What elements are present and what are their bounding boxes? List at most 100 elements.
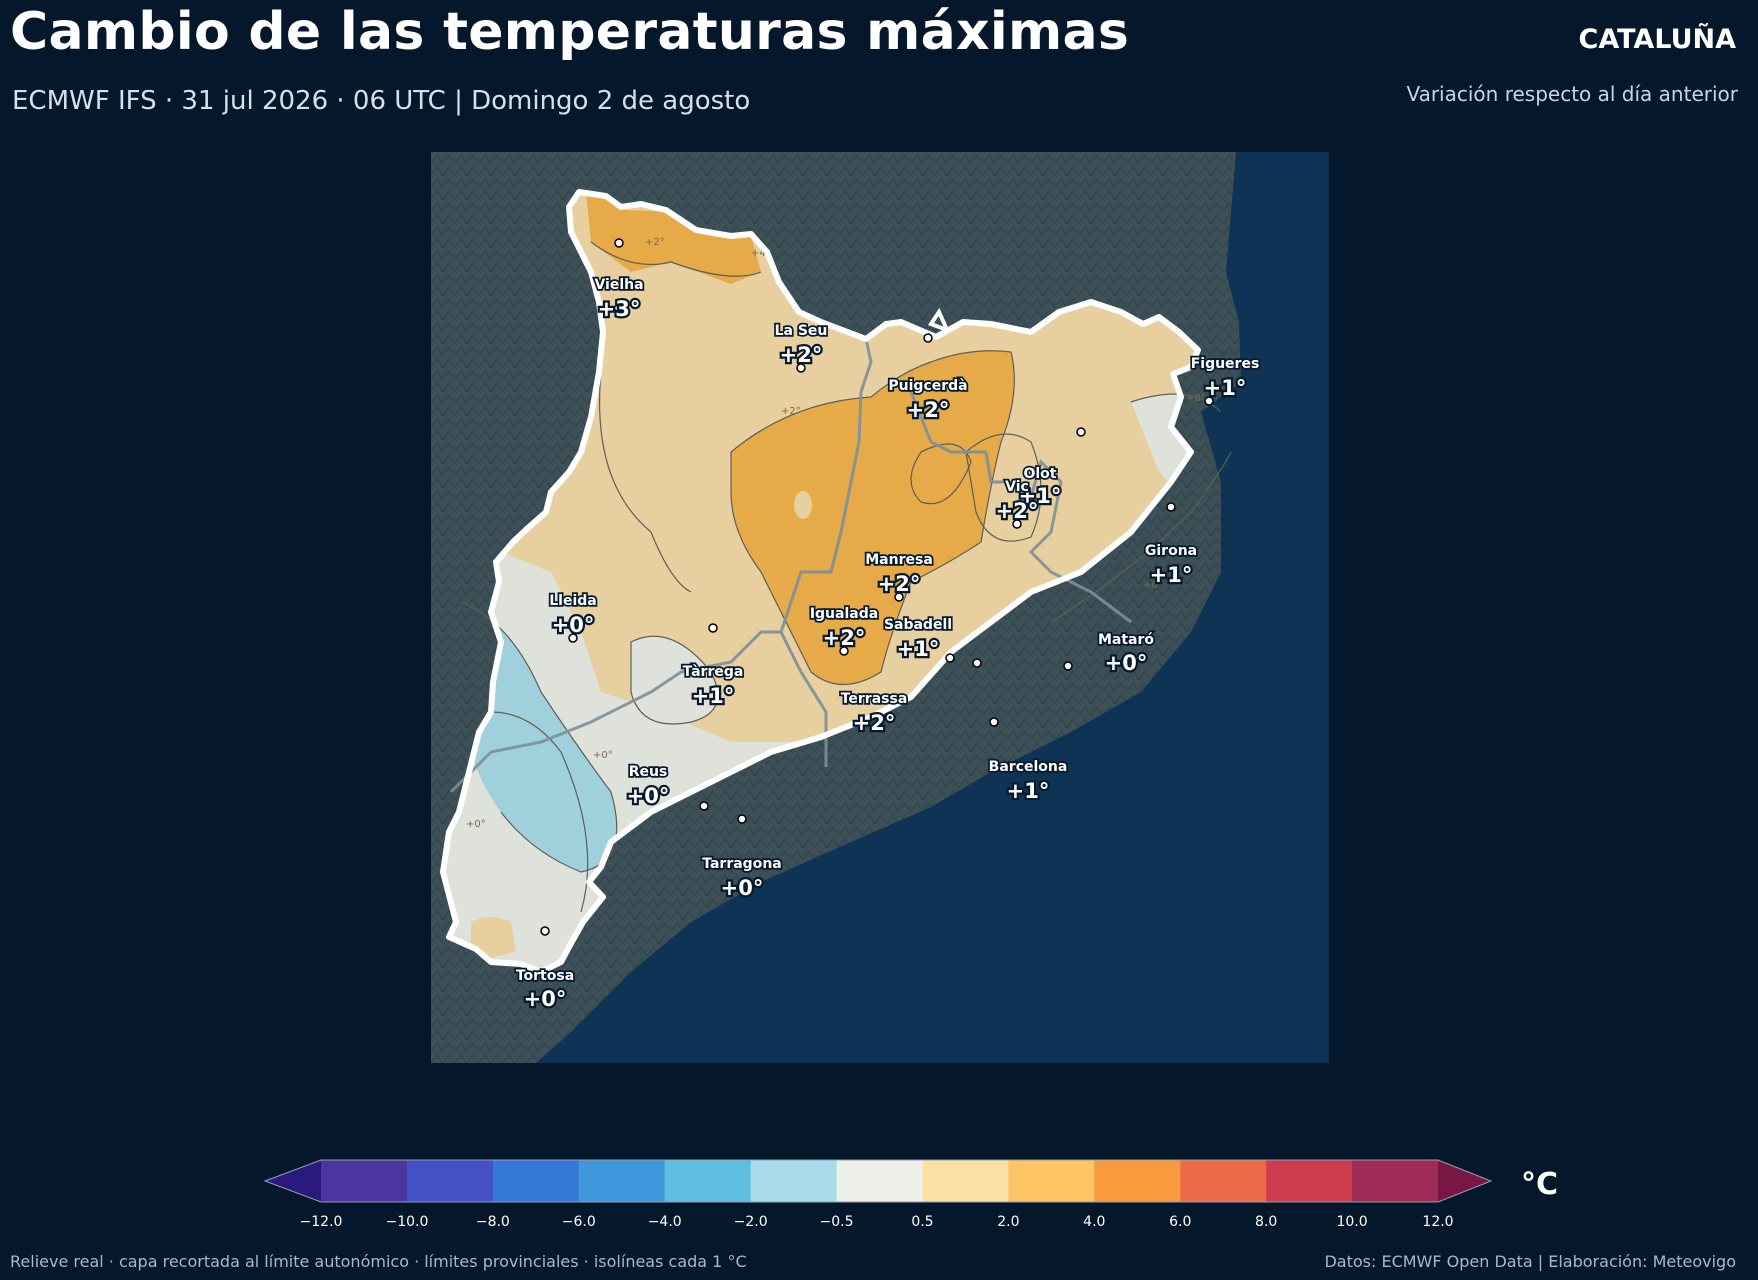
colorbar-segment bbox=[578, 1160, 666, 1202]
colorbar-segments bbox=[263, 1159, 1493, 1203]
footer-notes: Relieve real · capa recortada al límite … bbox=[10, 1252, 747, 1271]
colorbar-segment bbox=[1266, 1160, 1353, 1202]
city-markers: Vielha +3° La Seu +2° Puigcerdà +2° Figu… bbox=[514, 238, 1261, 1013]
city-name-label: Igualada bbox=[810, 606, 878, 622]
footer-credits: Datos: ECMWF Open Data | Elaboración: Me… bbox=[1324, 1252, 1736, 1271]
colorbar-ticks: −12.0 −10.0 −8.0 −6.0 −4.0 −2.0 −0.5 0.5 2.0 4.0 6… bbox=[300, 1214, 1454, 1230]
colorbar-segment bbox=[664, 1160, 752, 1202]
city-olot: Olot +1° bbox=[1016, 427, 1086, 510]
city-value-label: +2° bbox=[878, 572, 921, 596]
isoline-label: +2° bbox=[645, 237, 665, 248]
colorbar-segment bbox=[321, 1160, 408, 1202]
city-value-label: +1° bbox=[1150, 563, 1193, 587]
city-igualada: Igualada +2° bbox=[808, 604, 880, 656]
city-name-label: La Seu bbox=[775, 323, 828, 339]
city-tarrega: Tàrrega +1° bbox=[681, 623, 745, 710]
isoline-labels: +2° +4° +2° +0° +0° +0° +0° bbox=[466, 237, 1206, 830]
colorbar-tick-label: −2.0 bbox=[734, 1214, 768, 1230]
city-value-label: +2° bbox=[996, 499, 1039, 523]
city-name-label: Tortosa bbox=[516, 968, 574, 984]
city-puigcerda: Puigcerdà +2° bbox=[887, 333, 969, 424]
city-mataro: Mataró +0° bbox=[1063, 630, 1156, 677]
city-name-label: Barcelona bbox=[989, 759, 1068, 775]
colorbar-tick-label: −0.5 bbox=[820, 1214, 854, 1230]
map-title: Cambio de las temperaturas máximas bbox=[10, 2, 1130, 62]
city-value-label: +0° bbox=[552, 613, 595, 637]
colorbar-segment bbox=[922, 1160, 1009, 1202]
city-la-seu: La Seu +2° bbox=[773, 321, 829, 373]
region-subtitle: Variación respecto al día anterior bbox=[1406, 82, 1738, 106]
city-value-label: +2° bbox=[823, 626, 866, 650]
city-value-label: +1° bbox=[1019, 484, 1062, 508]
colorbar-tick-label: 6.0 bbox=[1169, 1214, 1191, 1230]
city-value-label: +0° bbox=[627, 784, 670, 808]
isoline-label: +0° bbox=[593, 750, 613, 761]
city-tarragona: Tarragona +0° bbox=[700, 814, 784, 902]
city-name-label: Reus bbox=[629, 764, 668, 780]
colorbar-segment bbox=[492, 1160, 580, 1202]
colorbar-extend-min bbox=[265, 1160, 321, 1202]
city-value-label: +1° bbox=[1007, 779, 1050, 803]
city-name-label: Puigcerdà bbox=[888, 378, 967, 394]
provincial-boundaries bbox=[449, 338, 1132, 794]
city-sabadell: Sabadell +1° bbox=[882, 615, 955, 663]
city-name-label: Sabadell bbox=[884, 617, 952, 633]
colorbar-tick-label: −10.0 bbox=[385, 1214, 428, 1230]
colorbar-segment bbox=[1352, 1160, 1439, 1202]
colorbar-segment bbox=[1180, 1160, 1267, 1202]
city-value-label: +0° bbox=[721, 876, 764, 900]
region-boundary bbox=[440, 189, 1201, 975]
city-name-label: Lleida bbox=[549, 593, 596, 609]
city-name-label: Girona bbox=[1145, 543, 1197, 559]
isoline-label: +0° bbox=[466, 819, 486, 830]
city-lleida: Lleida +0° bbox=[548, 591, 598, 643]
isoline-label: +4° bbox=[751, 248, 771, 259]
colorbar-segment bbox=[836, 1160, 923, 1202]
city-figueres: Figueres +1° bbox=[1189, 354, 1261, 406]
isolines bbox=[460, 241, 1232, 913]
temperature-change-map: +2° +4° +2° +0° +0° +0° +0° Vielha +3° bbox=[431, 152, 1329, 1063]
colorbar-tick-label: 4.0 bbox=[1083, 1214, 1105, 1230]
colorbar-legend: −12.0 −10.0 −8.0 −6.0 −4.0 −2.0 −0.5 0.5 2.0 4.0 6… bbox=[263, 1158, 1493, 1230]
city-vielha: Vielha +3° bbox=[593, 238, 645, 323]
map-panel: +2° +4° +2° +0° +0° +0° +0° Vielha +3° bbox=[431, 152, 1329, 1063]
city-name-label: Olot bbox=[1023, 466, 1056, 482]
colorbar-outline bbox=[263, 1159, 1493, 1203]
colorbar-segment bbox=[750, 1160, 838, 1202]
city-name-label: Terrassa bbox=[841, 691, 908, 707]
city-name-label: Manresa bbox=[865, 552, 933, 568]
isoline-label: +0° bbox=[1143, 580, 1163, 591]
map-subtitle: ECMWF IFS · 31 jul 2026 · 06 UTC | Domin… bbox=[12, 86, 751, 116]
colorbar-tick-label: 10.0 bbox=[1336, 1214, 1367, 1230]
city-manresa: Manresa +2° bbox=[863, 550, 935, 602]
city-value-label: +0° bbox=[1105, 651, 1148, 675]
city-girona: Girona +1° bbox=[1143, 502, 1199, 589]
colorbar-segment bbox=[406, 1160, 494, 1202]
colorbar-tick-label: 2.0 bbox=[997, 1214, 1019, 1230]
colorbar-extend-max bbox=[1438, 1160, 1491, 1202]
colorbar-tick-label: 0.5 bbox=[911, 1214, 933, 1230]
city-reus: Reus +0° bbox=[624, 762, 709, 811]
city-terrassa: Terrassa +2° bbox=[839, 658, 982, 737]
city-value-label: +2° bbox=[907, 398, 950, 422]
city-name-label: Tarragona bbox=[702, 856, 782, 872]
colorbar-tick-label: 8.0 bbox=[1255, 1214, 1277, 1230]
city-name-label: Tàrrega bbox=[683, 664, 744, 680]
city-vic: Vic +2° bbox=[993, 477, 1041, 529]
city-value-label: +3° bbox=[598, 297, 641, 321]
colorbar-tick-label: 12.0 bbox=[1422, 1214, 1453, 1230]
colorbar-tick-label: −12.0 bbox=[300, 1214, 343, 1230]
city-name-label: Vic bbox=[1005, 479, 1029, 495]
colorbar-tick-label: −6.0 bbox=[562, 1214, 596, 1230]
city-value-label: +1° bbox=[692, 684, 735, 708]
colorbar-tick-label: −8.0 bbox=[476, 1214, 510, 1230]
llivia-enclave bbox=[927, 307, 951, 334]
city-value-label: +2° bbox=[780, 343, 823, 367]
colorbar-svg: −12.0 −10.0 −8.0 −6.0 −4.0 −2.0 −0.5 0.5 2.0 4.0 6… bbox=[263, 1159, 1493, 1230]
city-value-label: +2° bbox=[853, 711, 896, 735]
sea-area bbox=[536, 152, 1329, 1063]
city-value-label: +0° bbox=[524, 987, 567, 1011]
colorbar-segment bbox=[1094, 1160, 1181, 1202]
city-barcelona: Barcelona +1° bbox=[987, 717, 1069, 805]
city-value-label: +1° bbox=[897, 637, 940, 661]
